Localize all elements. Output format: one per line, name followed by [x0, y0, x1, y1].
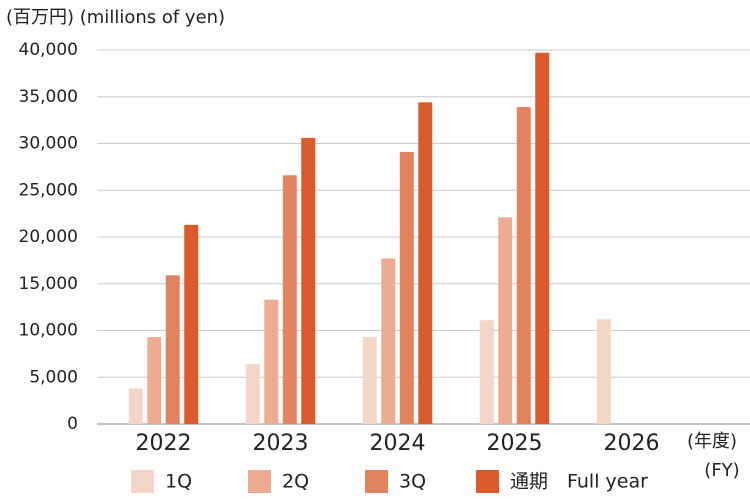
x-tick-label: 2025	[487, 431, 543, 456]
bar	[147, 337, 162, 424]
x-tick-label: 2024	[370, 431, 426, 456]
x-tick-label: 2022	[136, 431, 192, 456]
y-tick-label: 5,000	[29, 367, 78, 387]
bar	[245, 364, 260, 424]
bar	[535, 52, 550, 425]
y-tick-label: 20,000	[19, 227, 78, 247]
legend-label: 3Q	[399, 471, 426, 493]
y-tick-label: 25,000	[19, 180, 78, 200]
bar	[362, 337, 377, 424]
bar	[399, 151, 414, 425]
legend-label: 1Q	[165, 471, 192, 493]
legend-swatch	[131, 470, 154, 493]
x-axis-label: (FY)	[704, 460, 739, 481]
y-tick-label: 30,000	[19, 134, 78, 154]
legend-swatch	[248, 470, 271, 493]
y-tick-label: 10,000	[19, 321, 78, 341]
bar	[165, 275, 180, 424]
y-tick-label: 0	[67, 414, 78, 434]
legend-swatch	[476, 470, 499, 493]
y-axis-label: (百万円) (millions of yen)	[6, 7, 225, 28]
bar	[128, 388, 143, 424]
legend-swatch	[365, 470, 388, 493]
bar	[516, 107, 531, 424]
legend-label: 2Q	[282, 471, 309, 493]
y-tick-label: 40,000	[19, 40, 78, 60]
x-axis-label: (年度)	[687, 431, 737, 452]
bar	[184, 224, 199, 424]
bar	[479, 320, 494, 424]
bar	[381, 258, 396, 424]
bar	[301, 137, 316, 424]
x-tick-label: 2026	[604, 431, 660, 456]
y-tick-label: 15,000	[19, 274, 78, 294]
bar	[418, 102, 433, 425]
legend-label: 通期 Full year	[510, 471, 648, 493]
bar	[264, 299, 279, 424]
bar	[596, 319, 611, 424]
bar	[498, 217, 513, 424]
y-tick-label: 35,000	[19, 87, 78, 107]
bar	[282, 175, 297, 424]
x-tick-label: 2023	[253, 431, 309, 456]
